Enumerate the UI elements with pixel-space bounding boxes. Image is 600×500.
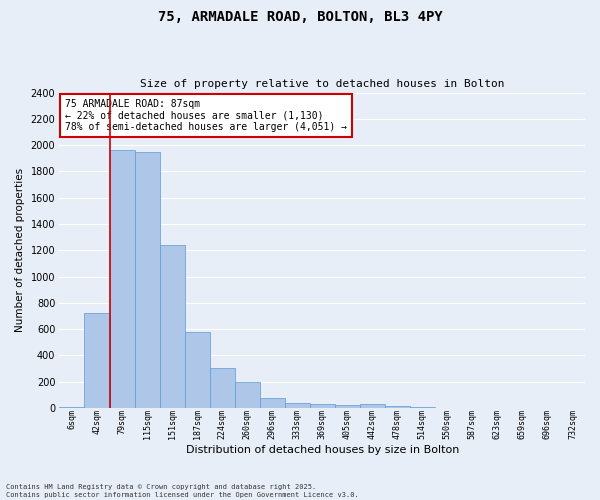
Bar [85, 314, 110, 408]
Bar [310, 404, 335, 408]
Bar [385, 406, 410, 408]
Title: Size of property relative to detached houses in Bolton: Size of property relative to detached ho… [140, 79, 505, 89]
Text: 75 ARMADALE ROAD: 87sqm
← 22% of detached houses are smaller (1,130)
78% of semi: 75 ARMADALE ROAD: 87sqm ← 22% of detache… [65, 99, 347, 132]
Text: 75, ARMADALE ROAD, BOLTON, BL3 4PY: 75, ARMADALE ROAD, BOLTON, BL3 4PY [158, 10, 442, 24]
Bar [235, 382, 260, 408]
Y-axis label: Number of detached properties: Number of detached properties [15, 168, 25, 332]
Bar [360, 404, 385, 408]
Bar [110, 150, 134, 408]
X-axis label: Distribution of detached houses by size in Bolton: Distribution of detached houses by size … [185, 445, 459, 455]
Bar [209, 368, 235, 408]
Text: Contains HM Land Registry data © Crown copyright and database right 2025.
Contai: Contains HM Land Registry data © Crown c… [6, 484, 359, 498]
Bar [59, 406, 85, 408]
Bar [185, 332, 209, 408]
Bar [284, 403, 310, 408]
Bar [335, 405, 360, 408]
Bar [160, 245, 185, 408]
Bar [134, 152, 160, 408]
Bar [260, 398, 284, 408]
